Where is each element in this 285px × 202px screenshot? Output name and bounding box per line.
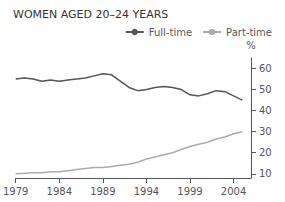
svg-text:Full-time: Full-time: [149, 27, 192, 38]
svg-text:1979: 1979: [3, 186, 28, 197]
svg-text:1989: 1989: [90, 186, 115, 197]
svg-text:20: 20: [259, 147, 272, 158]
svg-text:WOMEN AGED 20–24 YEARS: WOMEN AGED 20–24 YEARS: [13, 8, 168, 21]
svg-text:10: 10: [259, 168, 272, 179]
svg-text:1994: 1994: [134, 186, 159, 197]
svg-text:Part-time: Part-time: [226, 27, 272, 38]
svg-text:1999: 1999: [177, 186, 202, 197]
svg-text:%: %: [246, 40, 256, 51]
svg-text:1984: 1984: [47, 186, 72, 197]
svg-text:50: 50: [259, 84, 272, 95]
svg-text:60: 60: [259, 63, 272, 74]
svg-text:30: 30: [259, 126, 272, 137]
svg-text:2004: 2004: [221, 186, 246, 197]
svg-text:40: 40: [259, 105, 272, 116]
